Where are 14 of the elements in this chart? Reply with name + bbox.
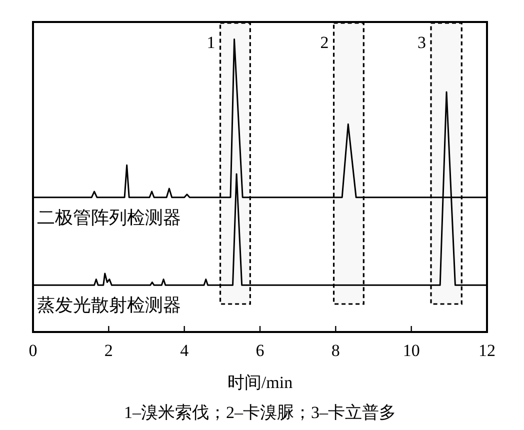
x-tick: 0 (28, 341, 38, 360)
band-label: 3 (418, 33, 426, 52)
x-tick: 6 (256, 341, 264, 360)
x-label: 时间/min (227, 373, 293, 392)
series-name: 二极管阵列检测器 (37, 207, 181, 228)
x-tick: 10 (402, 341, 420, 360)
x-tick: 2 (104, 341, 113, 360)
x-tick: 8 (331, 341, 340, 360)
band-label: 1 (206, 33, 216, 52)
x-tick: 4 (180, 341, 189, 360)
series-name: 蒸发光散射检测器 (37, 295, 181, 316)
band-label: 2 (320, 33, 329, 52)
annotation: 1–溴米索伐；2–卡溴脲；3–卡立普多 (124, 403, 396, 422)
x-tick: 12 (478, 341, 496, 360)
